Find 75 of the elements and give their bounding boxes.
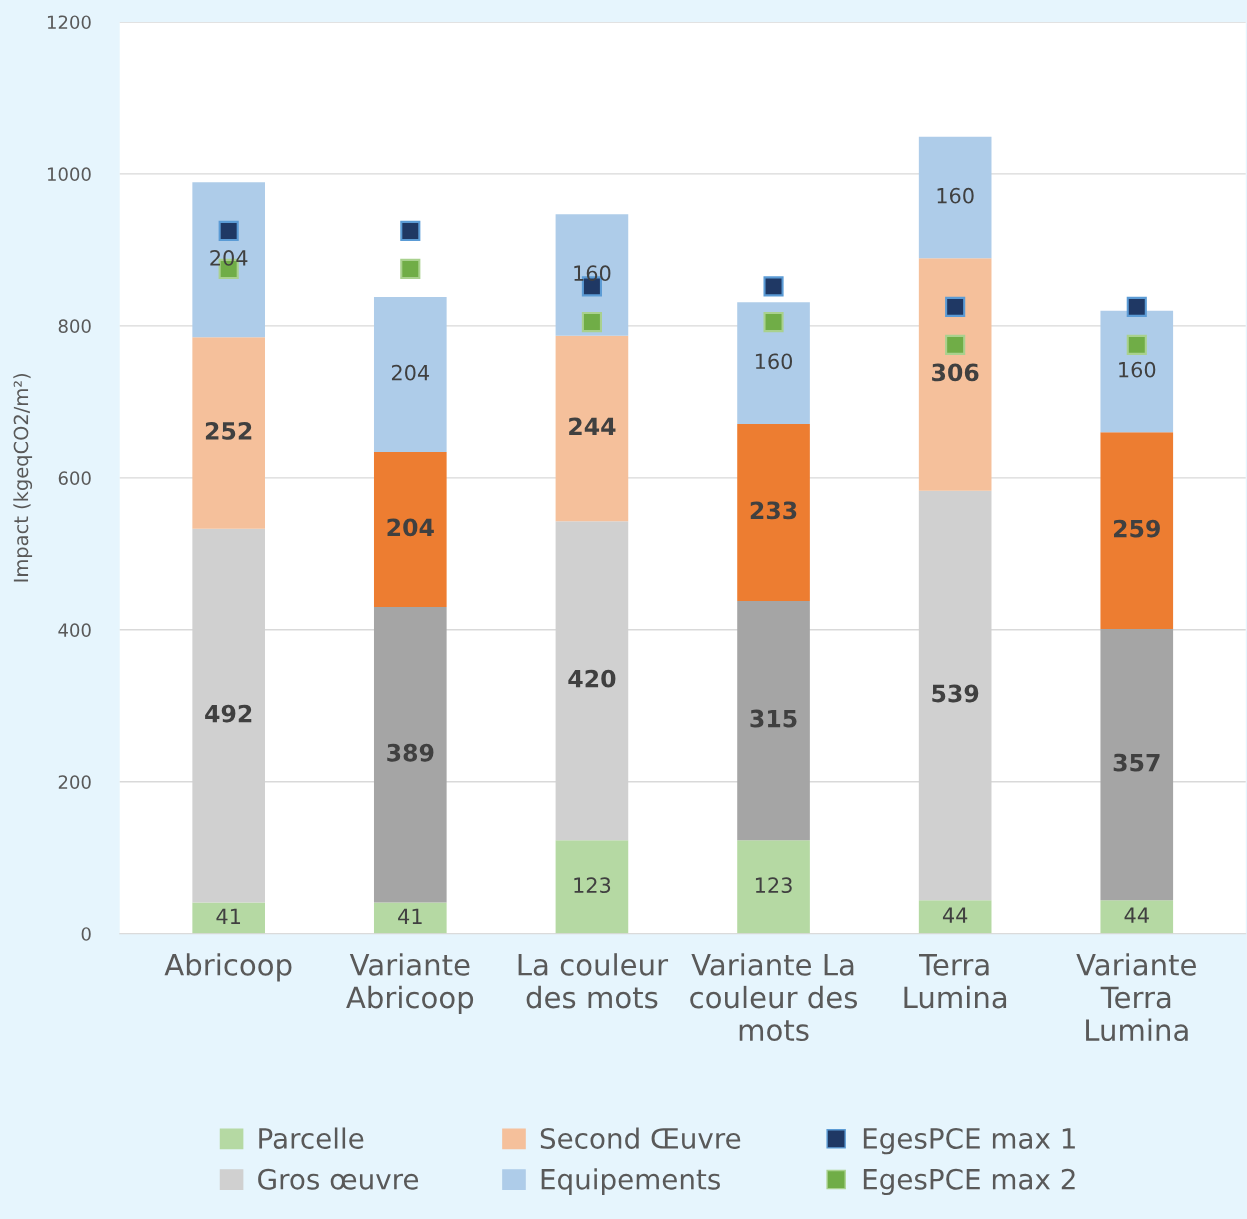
data-label: 233 [750, 501, 797, 520]
point [218, 220, 239, 241]
point [400, 220, 421, 241]
bar [192, 182, 266, 338]
data-label: 420 [568, 669, 616, 688]
y-tick-label: 800 [58, 319, 91, 333]
bar [373, 452, 447, 608]
bar [1100, 432, 1174, 630]
data-label: 160 [755, 353, 793, 370]
y-tick-label: 1000 [47, 167, 91, 182]
data-label: 204 [387, 518, 434, 537]
data-label: 160 [937, 187, 974, 204]
bar [918, 900, 992, 934]
data-label: 357 [1113, 753, 1160, 772]
legend-label: EgesPCE max 1 [863, 1127, 1075, 1155]
y-tick-label: 200 [58, 775, 91, 789]
y-tick-label: 400 [58, 623, 91, 637]
bar [1100, 629, 1174, 901]
data-label: 315 [750, 709, 797, 728]
bar [918, 136, 992, 259]
bar [737, 423, 810, 601]
x-tick-label: Variante Terra Lumina [1076, 953, 1196, 1042]
data-label: 44 [942, 907, 968, 923]
data-label: 41 [398, 908, 422, 924]
x-tick-label: Variante La couleur des mots [690, 953, 858, 1042]
data-label: 160 [574, 265, 611, 282]
bar [737, 302, 810, 424]
data-label: 259 [1114, 519, 1160, 538]
y-tick-label: 600 [58, 471, 91, 485]
point [581, 312, 602, 333]
x-tick-label: Variante Abricoop [346, 953, 474, 1015]
y-tick-label: 1200 [47, 15, 91, 30]
point [945, 334, 966, 355]
point [763, 312, 784, 333]
bar [555, 335, 629, 522]
data-label: 492 [205, 704, 252, 723]
bar [737, 840, 810, 934]
legend-label: Parcelle [259, 1127, 364, 1149]
bar [1100, 310, 1174, 433]
data-label: 204 [391, 364, 430, 381]
point [1126, 334, 1147, 355]
bar [373, 902, 447, 934]
legend-label: Second Œuvre [540, 1127, 741, 1149]
bar [1100, 900, 1174, 934]
data-label: 123 [574, 877, 611, 894]
data-label: 204 [210, 250, 248, 266]
point [763, 276, 784, 297]
bar [192, 902, 266, 934]
bar [555, 214, 629, 336]
bar [373, 607, 447, 903]
point [945, 296, 966, 317]
data-label: 306 [932, 363, 979, 382]
legend-label: Equipements [541, 1168, 720, 1196]
x-tick-label: Terra Lumina [904, 954, 1007, 1009]
data-label: 539 [932, 684, 979, 703]
data-label: 41 [216, 908, 241, 924]
y-axis-title: Impact (kgeqCO2/m²) [13, 374, 33, 582]
bar [737, 600, 810, 841]
data-label: 44 [1124, 907, 1149, 923]
legend-label: EgesPCE max 2 [863, 1168, 1075, 1196]
data-label: 389 [387, 743, 434, 762]
point [400, 258, 421, 279]
data-label: 244 [569, 417, 616, 435]
bar [555, 840, 629, 934]
x-tick-label: La couleur des mots [518, 953, 669, 1009]
data-label: 252 [205, 422, 252, 440]
x-tick-label: Abricoop [164, 953, 292, 982]
bar [373, 297, 447, 453]
data-label: 123 [755, 877, 792, 894]
bar [192, 337, 266, 529]
y-tick-label: 0 [81, 927, 91, 941]
bar [918, 258, 992, 491]
legend-label: Gros œuvre [258, 1168, 419, 1190]
point [1126, 296, 1147, 317]
data-label: 160 [1119, 361, 1156, 378]
